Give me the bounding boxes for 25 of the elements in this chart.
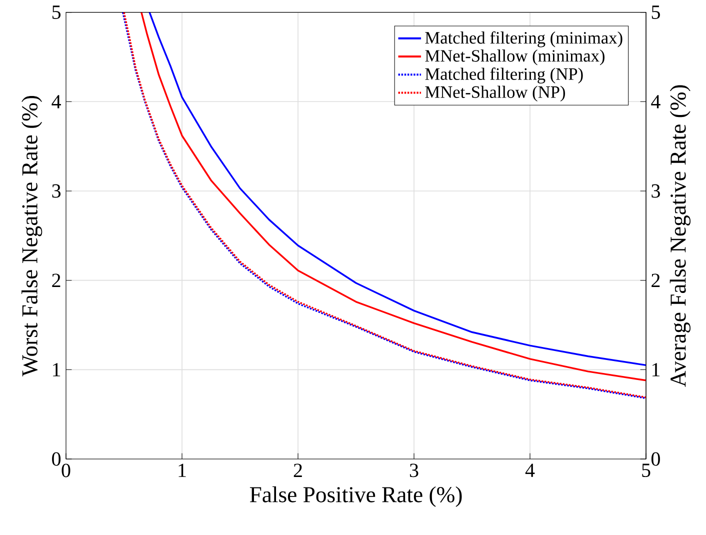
y-tick-label: 0 (52, 452, 61, 466)
y-tick-label: 3 (52, 184, 61, 198)
x-tick-label: 1 (178, 464, 186, 477)
y2-tick-label: 3 (652, 184, 660, 198)
x-tick-label: 0 (62, 464, 70, 478)
legend-label: MNet-Shallow (NP) (425, 86, 565, 102)
y2-tick-label: 2 (652, 274, 660, 287)
y-axis-title: Worst False Negative Rate (%) (22, 96, 42, 376)
y2-tick-label: 0 (651, 452, 660, 466)
y-tick-label: 2 (52, 274, 60, 287)
legend-label: MNet-Shallow (minimax) (425, 50, 604, 66)
x-tick-label: 4 (525, 464, 535, 477)
y-tick-label: 4 (52, 95, 61, 108)
legend-label: Matched filtering (NP) (425, 68, 583, 84)
y-tick-label: 1 (53, 363, 60, 376)
y2-tick-label: 5 (652, 6, 660, 19)
legend-label: Matched filtering (minimax) (425, 31, 622, 48)
y2-axis-title: Average False Negative Rate (%) (670, 85, 690, 387)
x-tick-label: 2 (294, 464, 302, 477)
x-tick-label: 5 (642, 464, 650, 477)
x-axis-title: False Positive Rate (%) (250, 486, 462, 507)
y2-tick-label: 4 (651, 95, 660, 108)
y-tick-label: 5 (52, 6, 61, 19)
y2-tick-label: 1 (652, 363, 660, 376)
x-tick-label: 3 (410, 464, 418, 478)
